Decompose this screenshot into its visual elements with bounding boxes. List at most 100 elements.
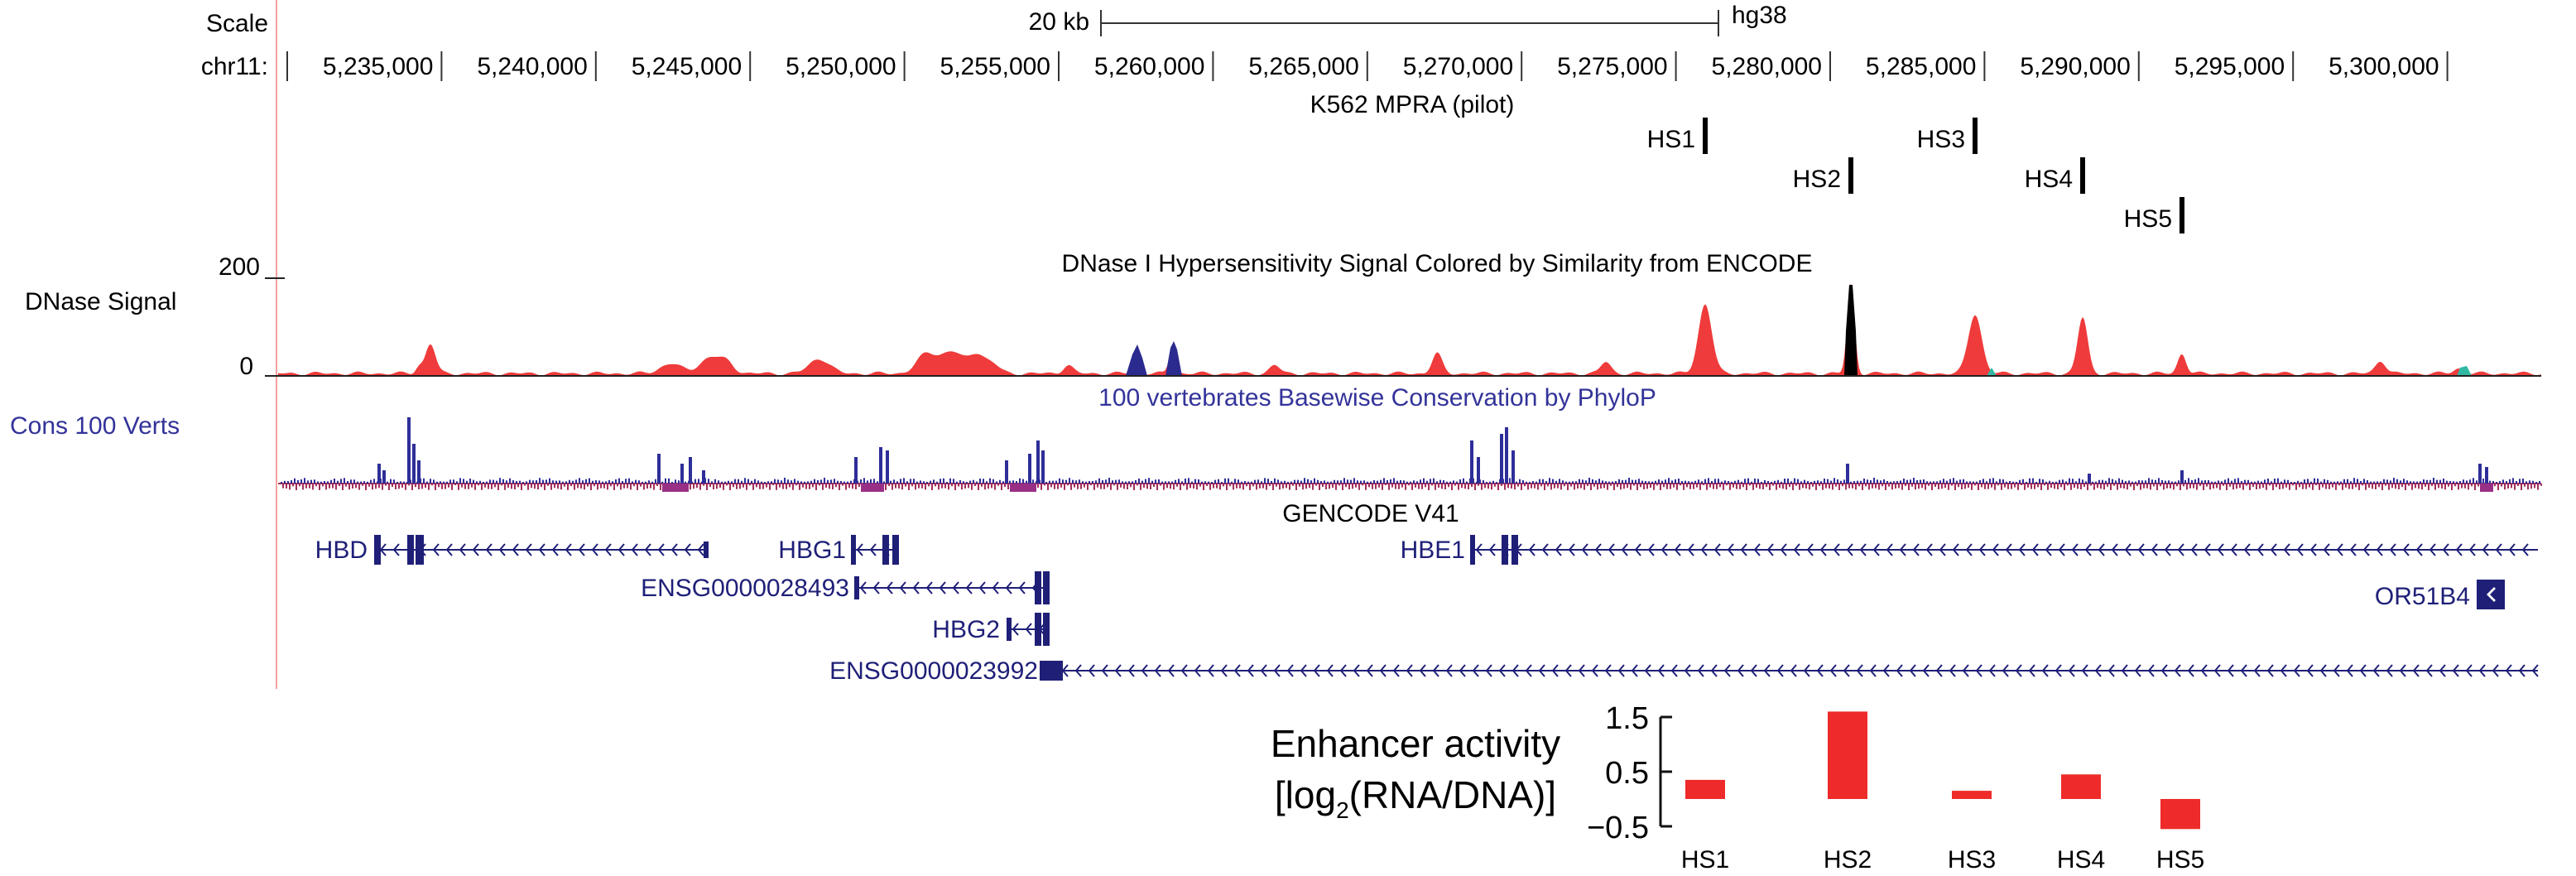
gene-exon [407, 535, 414, 565]
scalebar [1100, 10, 1719, 36]
conservation-spike [854, 457, 858, 484]
dnase-track-title: DNase I Hypersensitivity Signal Colored … [1062, 250, 1813, 277]
conservation-track-label: Cons 100 Verts [10, 412, 180, 440]
chart-category-label: HS5 [2156, 846, 2204, 874]
gene-strand-chevrons [859, 581, 1039, 594]
chart-category-label: HS1 [1681, 846, 1729, 874]
mpra-element-bar [2180, 197, 2184, 233]
gene-exon [1043, 571, 1050, 604]
gene-exon [1035, 571, 1041, 604]
mpra-element-bar [1703, 118, 1708, 154]
mpra-element-label: HS1 [1647, 126, 1695, 153]
conservation-negative-block [2480, 484, 2493, 492]
gene-exon [1007, 618, 1012, 641]
conservation-spike [2088, 474, 2091, 484]
chart-category-label: HS4 [2057, 846, 2105, 874]
conservation-spike [2478, 464, 2482, 484]
conservation-negative-block [1010, 484, 1036, 492]
chart-y-tick-label: −0.5 [1587, 811, 1649, 845]
conservation-spike [2180, 470, 2184, 484]
conservation-spike [412, 444, 416, 484]
coord-tick-label: 5,290,000 [2020, 53, 2130, 80]
chart-bar [2160, 799, 2200, 830]
chart-bar [1685, 779, 1725, 799]
chart-y-tick-label: 1.5 [1605, 701, 1649, 736]
conservation-spike [657, 454, 661, 484]
dnase-track-label: DNase Signal [25, 288, 176, 315]
dnase-cluster-peak [1987, 368, 1997, 376]
mpra-element-label: HS4 [2025, 166, 2073, 193]
mpra-track-title: K562 MPRA (pilot) [1310, 91, 1515, 118]
conservation-spike [417, 460, 421, 484]
coordinate-ruler: 5,235,000 5,240,000 5,245,000 5,250,000 5,25… [286, 51, 2449, 81]
conservation-spike [702, 470, 705, 484]
conservation-spike [1036, 440, 1040, 484]
gene-exon [854, 576, 859, 599]
coord-tick-label: 5,300,000 [2328, 53, 2439, 80]
gene-label: HBD [315, 537, 368, 564]
conservation-signal-track [278, 417, 2542, 492]
dnase-cluster-peak [2457, 366, 2472, 376]
ylabel-subscript: 2 [1336, 797, 1349, 823]
chart-category-label: HS2 [1824, 846, 1872, 874]
mpra-element-label: HS3 [1917, 126, 1965, 153]
conservation-spike [1005, 460, 1008, 484]
conservation-spike [1500, 434, 1503, 484]
chart-ylabel-line1: Enhancer activity [1271, 722, 1560, 765]
mpra-element-label: HS5 [2124, 205, 2172, 233]
conservation-spike [879, 447, 882, 484]
mpra-element-bar [1848, 157, 1853, 194]
conservation-spike [377, 464, 381, 484]
dnase-axis-min: 0 [239, 353, 253, 380]
gene-exon [704, 541, 709, 558]
mpra-elements: HS1 HS2 HS3 HS4 HS5 [1647, 118, 2184, 233]
conservation-negative-block [861, 484, 884, 492]
coord-tick-label: 5,245,000 [632, 53, 742, 80]
gene-exon [2477, 580, 2505, 609]
ylabel-suffix: (RNA/DNA)] [1349, 773, 1556, 816]
dnase-cluster-peak [1165, 341, 1182, 376]
dnase-signal-track [278, 283, 2541, 376]
mpra-element-bar [2080, 157, 2085, 194]
conservation-spike [1470, 440, 1473, 484]
conservation-positive-ticks [281, 478, 2540, 484]
gene-exon [1470, 535, 1475, 565]
dnase-signal-area [278, 283, 2541, 376]
gene-track-title: GENCODE V41 [1282, 500, 1459, 527]
conservation-spike [680, 464, 684, 484]
coord-tick-label: 5,285,000 [1866, 53, 1976, 80]
conservation-spike [1041, 450, 1045, 484]
gene-exon [416, 535, 424, 565]
chart-category-label: HS3 [1948, 846, 1996, 874]
coord-tick-label: 5,295,000 [2175, 53, 2285, 80]
conservation-spike [886, 450, 889, 484]
conservation-spike [2485, 467, 2488, 484]
conservation-spike [689, 457, 692, 484]
gene-label: ENSG0000028493 [641, 575, 849, 602]
coord-tick-label: 5,260,000 [1094, 53, 1204, 80]
mpra-element-label: HS2 [1793, 166, 1841, 193]
dnase-axis-max: 200 [219, 253, 260, 281]
gene-exon [882, 535, 889, 565]
coord-tick-label: 5,270,000 [1403, 53, 1513, 80]
conservation-spike [1505, 427, 1508, 484]
chart-ylabel-line2: [log2(RNA/DNA)] [1275, 773, 1556, 823]
chart-bar [1952, 791, 1992, 799]
conservation-spike [1477, 457, 1480, 484]
coord-tick-label: 5,265,000 [1248, 53, 1358, 80]
ylabel-prefix: [log [1275, 773, 1336, 816]
gene-label: HBE1 [1401, 537, 1465, 564]
gene-models: HBD HBG1 ENSG0000028493 HBG2 ENSG0000023992 H… [315, 535, 2539, 685]
gene-exon [1043, 613, 1050, 646]
chart-bar [1828, 711, 1867, 799]
coord-tick-label: 5,275,000 [1557, 53, 1667, 80]
gene-exon [892, 535, 899, 565]
assembly-label: hg38 [1732, 2, 1787, 29]
conservation-spike [1846, 464, 1849, 484]
gene-label: HBG2 [932, 616, 1000, 643]
conservation-spike [382, 470, 386, 484]
gene-exon [1511, 535, 1518, 565]
conservation-negative-block [662, 484, 689, 492]
gene-exon [851, 535, 856, 565]
